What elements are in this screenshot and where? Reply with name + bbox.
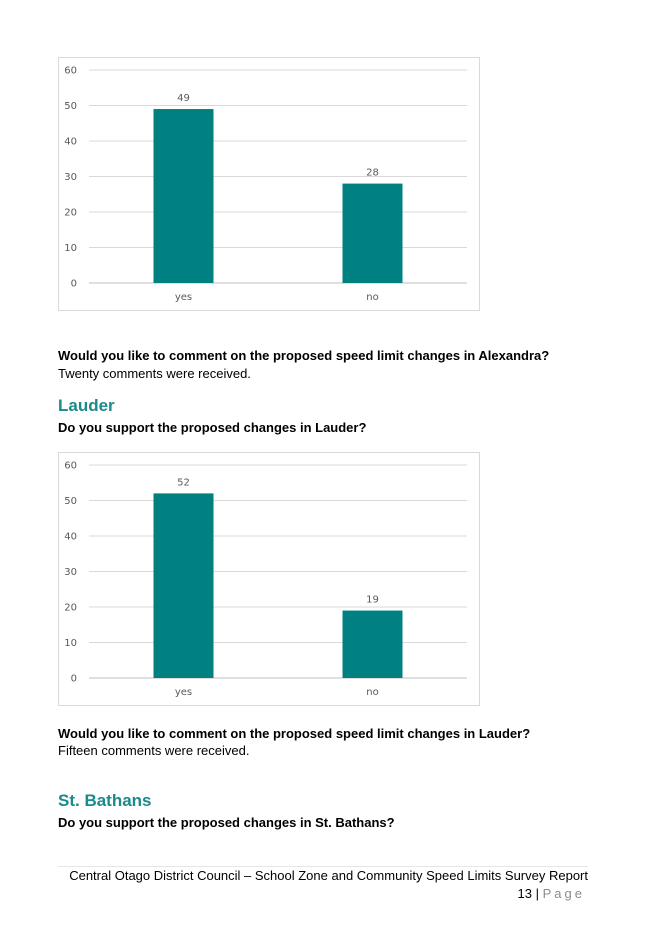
- footer-title: Central Otago District Council – School …: [69, 868, 588, 883]
- lauder-comment-question: Would you like to comment on the propose…: [58, 726, 531, 741]
- lauder-heading: Lauder: [58, 396, 115, 415]
- st-bathans-support-question: Do you support the proposed changes in S…: [58, 815, 395, 830]
- alexandra-chart-svg: 0 10 20 30 40 50 60 49 yes 28 no: [64, 66, 467, 303]
- alexandra-ytick-label: 30: [64, 172, 77, 183]
- lauder-data-label-yes: 52: [177, 477, 190, 488]
- alexandra-xtick-label-no: no: [366, 292, 378, 303]
- page-word: Page: [542, 886, 585, 901]
- lauder-ytick-label: 20: [64, 603, 77, 614]
- lauder-support-question: Do you support the proposed changes in L…: [58, 420, 367, 435]
- lauder-chart: 0 10 20 30 40 50 60 52 yes 19 no: [58, 452, 480, 706]
- lauder-ytick-label: 40: [64, 532, 77, 543]
- alexandra-bar-yes: [153, 109, 214, 283]
- lauder-chart-svg: 0 10 20 30 40 50 60 52 yes 19 no: [64, 461, 467, 698]
- alexandra-ytick-label: 50: [64, 101, 77, 112]
- lauder-xtick-label-yes: yes: [175, 687, 192, 698]
- alexandra-comment-answer: Twenty comments were received.: [58, 366, 251, 381]
- st-bathans-heading: St. Bathans: [58, 791, 152, 810]
- footer-divider: [58, 866, 588, 867]
- page-number: 13 | Page: [518, 886, 585, 901]
- alexandra-data-label-yes: 49: [177, 93, 190, 104]
- alexandra-ytick-label: 60: [64, 66, 77, 77]
- lauder-ytick-label: 30: [64, 567, 77, 578]
- lauder-bar-yes: [153, 493, 214, 678]
- lauder-xtick-label-no: no: [366, 687, 378, 698]
- lauder-data-label-no: 19: [366, 595, 379, 606]
- alexandra-ytick-label: 0: [71, 279, 77, 290]
- lauder-ytick-label: 50: [64, 496, 77, 507]
- alexandra-bar-no: [342, 183, 403, 283]
- alexandra-chart: 0 10 20 30 40 50 60 49 yes 28 no: [58, 57, 480, 311]
- lauder-ytick-label: 10: [64, 638, 77, 649]
- lauder-bar-no: [342, 610, 403, 678]
- alexandra-ytick-label: 10: [64, 243, 77, 254]
- page-number-value: 13: [517, 886, 532, 901]
- alexandra-ytick-label: 20: [64, 208, 77, 219]
- alexandra-ytick-label: 40: [64, 137, 77, 148]
- alexandra-data-label-no: 28: [366, 168, 379, 179]
- alexandra-xtick-label-yes: yes: [175, 292, 192, 303]
- page-number-separator: |: [535, 886, 539, 901]
- lauder-ytick-label: 60: [64, 461, 77, 472]
- lauder-ytick-label: 0: [71, 674, 77, 685]
- alexandra-comment-question: Would you like to comment on the propose…: [58, 348, 550, 363]
- lauder-comment-answer: Fifteen comments were received.: [58, 743, 250, 758]
